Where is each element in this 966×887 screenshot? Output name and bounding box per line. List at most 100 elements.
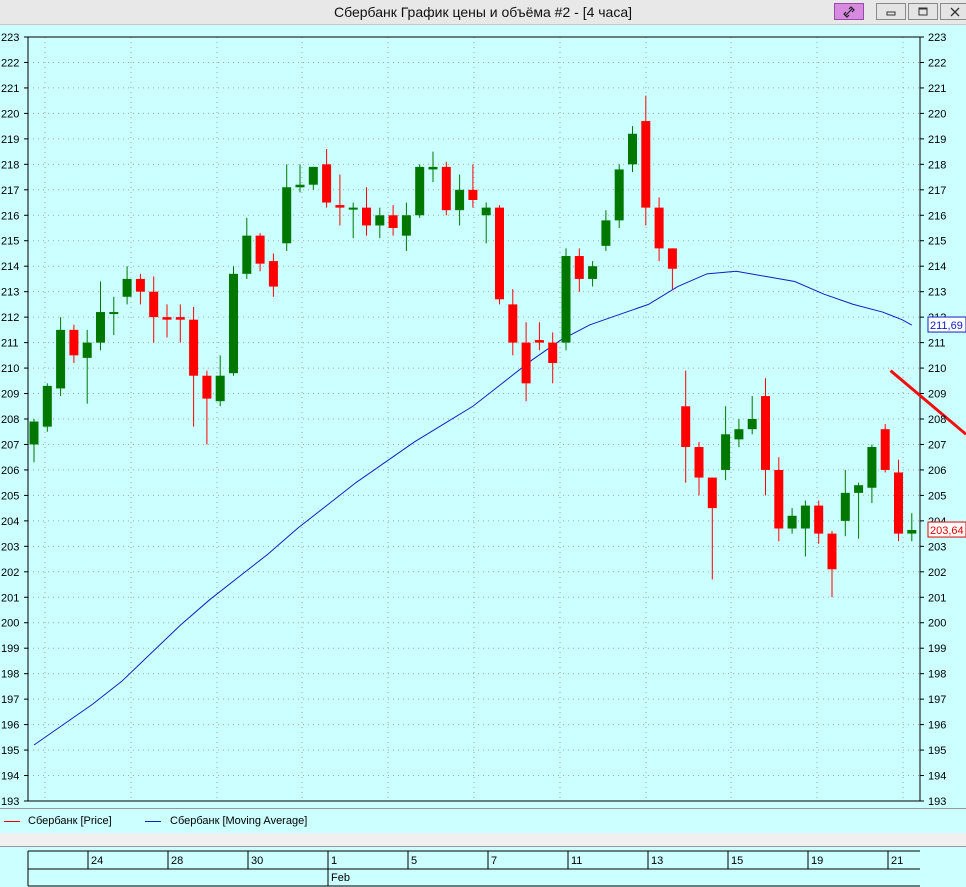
y-tick-label-left: 220	[1, 108, 19, 120]
y-tick-label-right: 197	[928, 694, 946, 706]
trendline-layer	[889, 369, 966, 436]
y-tick-label-left: 213	[1, 287, 19, 299]
y-tick-label-left: 195	[1, 745, 19, 757]
y-tick-label-left: 215	[1, 236, 19, 248]
candle-up	[242, 235, 252, 274]
candle-up	[282, 187, 292, 244]
link-button[interactable]	[834, 3, 864, 20]
price-chart: 193 193 194 194 195 195 196 196 197 197 198 198 199 1…	[1, 32, 966, 808]
close-icon	[950, 7, 960, 16]
minimize-button[interactable]	[876, 3, 906, 20]
y-tick-label-left: 197	[1, 694, 19, 706]
day-label: 1	[331, 855, 337, 867]
y-tick-label-right: 220	[928, 108, 946, 120]
candle-up	[787, 515, 797, 529]
candle-down	[162, 317, 172, 320]
time-axis: 24 28 30 1 5 7 11 13 15 19 21 Feb	[0, 846, 966, 887]
candle-up	[308, 166, 318, 185]
candle-down	[69, 329, 79, 356]
price-legend-swatch	[4, 821, 20, 822]
day-label: 13	[651, 855, 663, 867]
y-tick-label-left: 207	[1, 439, 19, 451]
moving-average-line	[33, 270, 913, 746]
candle-down	[548, 342, 558, 363]
candle-up	[375, 215, 385, 226]
y-tick-label-right: 223	[928, 32, 946, 44]
y-tick-label-left: 210	[1, 363, 19, 375]
y-tick-label-right: 201	[928, 592, 946, 604]
candle-up	[481, 207, 491, 216]
candle-up	[867, 447, 877, 488]
y-tick-label-right: 193	[928, 796, 946, 808]
plot-frame	[27, 36, 921, 802]
y-tick-label-right: 203	[928, 541, 946, 553]
day-label: 7	[491, 855, 497, 867]
y-tick-label-right: 198	[928, 669, 946, 681]
price-last-value-box	[927, 521, 966, 538]
candle-down	[694, 447, 704, 478]
candle-down	[574, 256, 584, 279]
y-tick-label-right: 215	[928, 236, 946, 248]
y-tick-label-left: 199	[1, 643, 19, 655]
y-tick-label-right: 216	[928, 210, 946, 222]
chart-background	[0, 25, 966, 831]
y-tick-label-right: 206	[928, 465, 946, 477]
candle-up	[907, 530, 917, 534]
candle-down	[441, 166, 451, 211]
candle-up	[840, 492, 850, 521]
ma-legend-label: Сбербанк [Moving Average]	[170, 815, 308, 827]
candle-up	[42, 385, 52, 427]
link-icon	[843, 5, 855, 18]
candle-up	[428, 166, 438, 170]
candle-down	[681, 406, 691, 448]
price-last-value: 203,64	[930, 525, 964, 537]
candle-up	[721, 434, 731, 470]
y-tick-label-left: 216	[1, 210, 19, 222]
close-button[interactable]	[940, 3, 966, 20]
candle-up	[601, 220, 611, 246]
candle-up	[614, 169, 624, 221]
candle-down	[495, 207, 504, 300]
y-tick-label-right: 208	[928, 414, 946, 426]
title-bar: Сбербанк График цены и объёма #2 - [4 ча…	[0, 0, 966, 25]
y-tick-label-left: 202	[1, 567, 19, 579]
y-tick-label-left: 198	[1, 669, 19, 681]
candle-up	[628, 133, 637, 165]
candle-up	[29, 421, 39, 445]
maximize-button[interactable]	[908, 3, 938, 20]
candle-up	[96, 312, 105, 343]
candle-up	[229, 273, 238, 374]
y-tick-label-right: 210	[928, 363, 946, 375]
y-tick-label-left: 209	[1, 389, 19, 401]
grid	[28, 36, 920, 802]
candle-down	[335, 205, 345, 208]
day-label: 11	[571, 855, 582, 867]
candle-up	[295, 184, 305, 188]
candle-down	[362, 207, 371, 226]
axes	[24, 36, 924, 802]
y-tick-label-left: 211	[1, 338, 19, 350]
candle-up	[401, 215, 411, 236]
price-legend-label: Сбербанк [Price]	[28, 815, 112, 827]
y-tick-label-left: 212	[1, 312, 19, 324]
ma-last-value: 211,69	[930, 320, 963, 332]
candle-down	[202, 375, 212, 399]
candle-up	[56, 329, 66, 389]
candle-down	[761, 396, 770, 470]
candle-up	[82, 342, 92, 358]
day-label: 30	[251, 855, 263, 867]
day-label: 21	[891, 855, 903, 867]
ma-last-value-box	[927, 316, 966, 333]
candle-down	[521, 342, 531, 384]
candle-down	[149, 291, 159, 318]
y-tick-label-left: 208	[1, 414, 19, 426]
candle-up	[215, 375, 225, 402]
candle-down	[268, 261, 278, 287]
y-tick-label-right: 196	[928, 720, 946, 732]
y-tick-label-left: 196	[1, 720, 19, 732]
y-tick-label-left: 200	[1, 618, 19, 630]
candle-down	[534, 340, 544, 343]
candle-up	[415, 166, 425, 216]
y-tick-label-right: 209	[928, 389, 946, 401]
y-tick-label-right: 200	[928, 618, 946, 630]
